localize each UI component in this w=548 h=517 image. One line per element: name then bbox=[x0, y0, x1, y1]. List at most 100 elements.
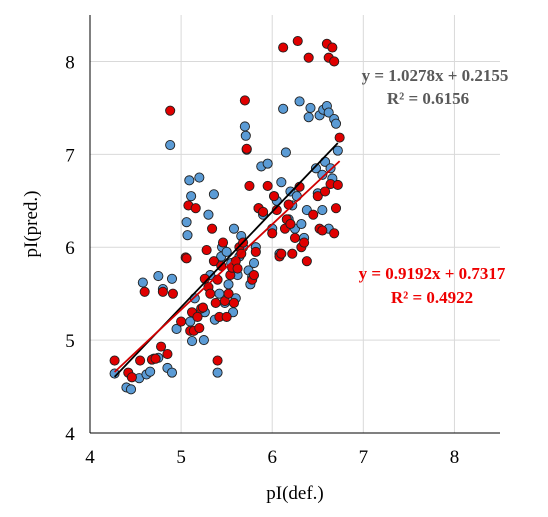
y-tick-label: 8 bbox=[65, 52, 75, 73]
series-2-point bbox=[181, 253, 192, 264]
series-2-point bbox=[176, 316, 187, 327]
grid-lines bbox=[90, 15, 500, 433]
trend-lines bbox=[113, 142, 341, 378]
series-2-point bbox=[330, 203, 342, 214]
series-2-point bbox=[192, 311, 203, 322]
series-2-point bbox=[221, 311, 232, 322]
series-2-point bbox=[109, 355, 120, 366]
y-tick-label: 5 bbox=[65, 331, 75, 352]
series-2-point bbox=[190, 203, 201, 214]
series-1-point bbox=[181, 217, 192, 228]
series-2-point bbox=[212, 355, 223, 366]
series-2-point bbox=[208, 256, 219, 267]
series-2-point bbox=[312, 191, 323, 202]
series-2-point bbox=[150, 353, 161, 364]
series-1-point bbox=[294, 96, 305, 107]
series-2-point bbox=[271, 205, 282, 216]
series-2-point bbox=[135, 355, 146, 366]
series-2-point bbox=[267, 228, 278, 239]
series-2-point bbox=[126, 372, 137, 383]
series-1-point bbox=[125, 384, 137, 395]
series-2-point bbox=[201, 244, 212, 256]
series-1-point bbox=[182, 230, 193, 241]
series-1-point bbox=[278, 103, 289, 114]
series-1-point bbox=[186, 191, 197, 202]
series-1-point bbox=[137, 277, 148, 288]
series-2-point bbox=[197, 302, 209, 313]
x-tick-label: 5 bbox=[176, 447, 186, 468]
series-2-point bbox=[303, 52, 314, 63]
series-2-point bbox=[239, 95, 250, 106]
series-2-point bbox=[250, 246, 261, 257]
series-1-point bbox=[248, 257, 260, 269]
series-2-point bbox=[285, 218, 296, 230]
axes bbox=[89, 15, 500, 434]
series-1-point bbox=[240, 130, 251, 141]
series-2-point bbox=[232, 263, 243, 274]
series-1-point bbox=[203, 209, 214, 220]
series-1-point bbox=[303, 112, 314, 123]
tick-labels: 4 5 6 7 8 4 5 6 7 8 bbox=[65, 52, 459, 468]
series-1-point bbox=[166, 367, 178, 378]
series-1-point bbox=[305, 102, 316, 113]
series-2-point bbox=[334, 132, 345, 143]
y-tick-label: 7 bbox=[65, 145, 75, 166]
series-2-point bbox=[194, 322, 205, 334]
y-tick-label: 4 bbox=[65, 424, 75, 445]
series-1-point bbox=[323, 107, 334, 118]
y-axis-title: pI(pred.) bbox=[21, 191, 42, 258]
series-2-point bbox=[276, 248, 287, 259]
series-1-point bbox=[145, 366, 156, 377]
series-1-point bbox=[153, 270, 164, 282]
series-2-trendline bbox=[113, 160, 341, 373]
series-1-point bbox=[317, 205, 328, 216]
series-1-equation: y = 1.0278x + 0.2155 bbox=[362, 66, 509, 85]
series-1-point bbox=[212, 367, 223, 378]
series-1-point bbox=[198, 335, 209, 346]
series-2-point bbox=[157, 286, 168, 297]
series-1-point bbox=[296, 218, 307, 230]
x-tick-label: 8 bbox=[450, 447, 460, 468]
series-2-point bbox=[327, 42, 338, 53]
series-1-point bbox=[223, 279, 234, 290]
series-2-point bbox=[223, 288, 234, 299]
series-1-point bbox=[239, 121, 250, 132]
series-1-point bbox=[310, 163, 322, 174]
series-2-point bbox=[268, 191, 280, 202]
series-2-point bbox=[320, 186, 331, 197]
series-2-point bbox=[228, 297, 240, 309]
series-1-point bbox=[280, 147, 291, 158]
series-1-point bbox=[109, 368, 120, 379]
series-1-r-squared: R² = 0.6156 bbox=[387, 89, 469, 108]
series-2-point bbox=[301, 256, 312, 267]
series-1-point bbox=[330, 118, 342, 129]
x-tick-label: 6 bbox=[267, 447, 277, 468]
series-2-point bbox=[332, 179, 343, 191]
series-1-point bbox=[276, 177, 287, 188]
series-2-point bbox=[308, 209, 319, 220]
series-2-point bbox=[207, 223, 218, 234]
x-axis-title: pI(def.) bbox=[266, 483, 324, 504]
series-1-point bbox=[317, 169, 328, 180]
series-1-point bbox=[332, 145, 343, 156]
series-2-point bbox=[258, 206, 269, 217]
series-2-point bbox=[262, 180, 273, 191]
x-tick-label: 7 bbox=[359, 447, 369, 468]
y-tick-label: 6 bbox=[65, 238, 75, 259]
series-2-point bbox=[139, 286, 150, 297]
series-1-point bbox=[194, 172, 205, 183]
data-points bbox=[109, 35, 345, 395]
series-2-equation: y = 0.9192x + 0.7317 bbox=[359, 264, 506, 283]
series-2-point bbox=[278, 42, 289, 53]
series-1-point bbox=[184, 175, 195, 186]
series-2-point bbox=[162, 348, 173, 360]
series-1-point bbox=[165, 139, 176, 151]
series-2-point bbox=[167, 288, 178, 299]
series-2-point bbox=[241, 143, 252, 154]
series-2-point bbox=[292, 35, 303, 47]
series-2-r-squared: R² = 0.4922 bbox=[391, 288, 473, 307]
series-1-point bbox=[221, 246, 232, 257]
series-1-point bbox=[208, 189, 219, 200]
series-1-point bbox=[262, 158, 273, 169]
